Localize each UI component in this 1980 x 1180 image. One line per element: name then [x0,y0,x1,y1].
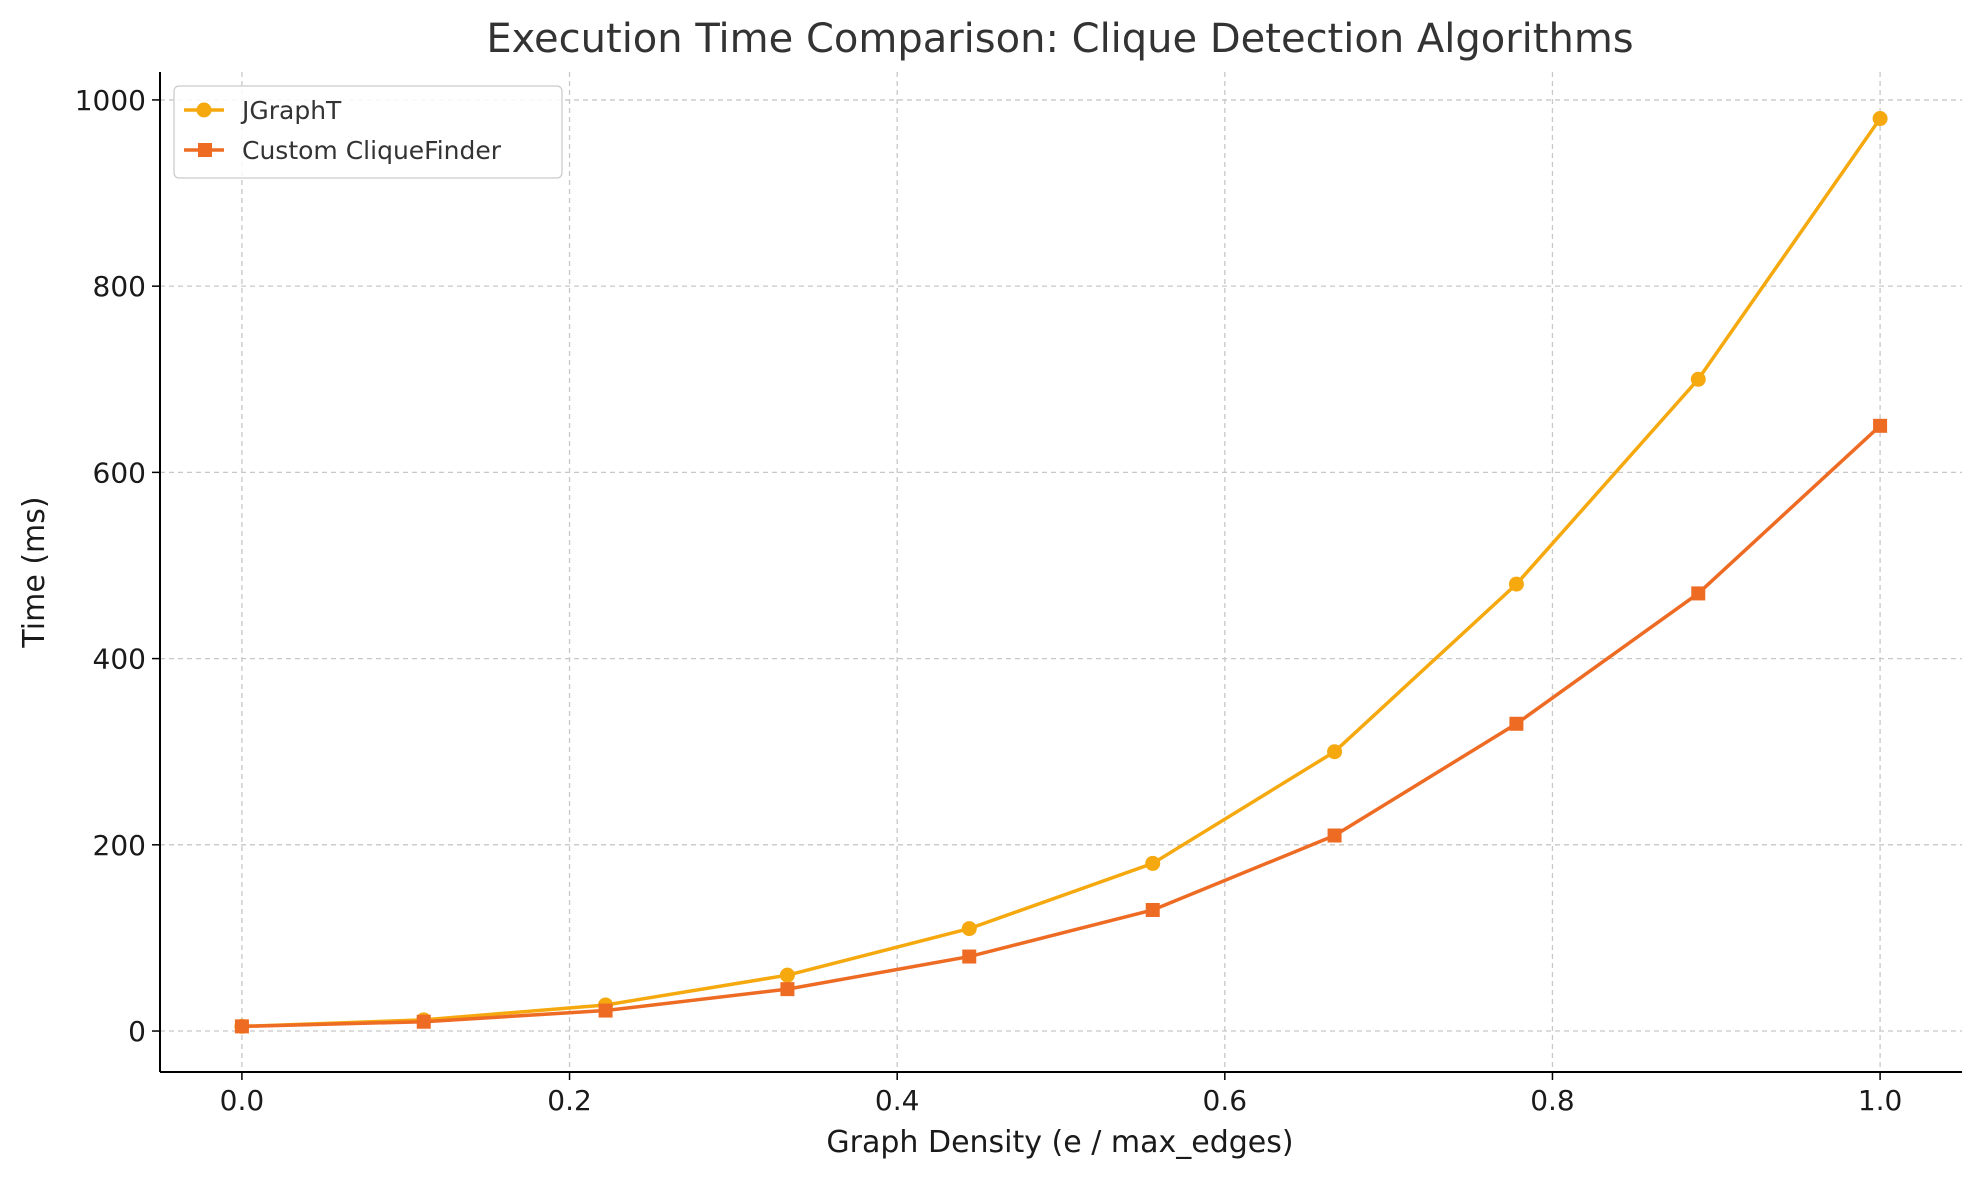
data-point [1691,586,1706,601]
y-tick-label: 0 [128,1015,146,1048]
y-tick-label: 400 [93,643,146,676]
data-point [1508,576,1524,592]
tick-labels: 0.0 0.2 0.4 0.6 0.8 1.0 0 200 400 600 800 1000 [75,84,1903,1117]
data-point [961,921,977,937]
data-point [1509,716,1524,731]
legend-box [173,85,563,179]
data-point [1327,828,1342,843]
x-tick-label: 0.0 [220,1084,265,1117]
legend-label: JGraphT [240,96,342,125]
data-point [1145,902,1160,917]
y-axis-label: Time (ms) [17,496,52,648]
data-point [416,1014,431,1029]
y-tick-label: 1000 [75,84,146,117]
data-point [1327,744,1343,760]
data-point [234,1019,249,1034]
legend-marker [196,102,212,118]
data-point [779,967,795,983]
series-line [241,117,1882,1029]
series-1 [234,111,1888,1034]
series-2 [234,418,1888,1034]
x-tick-label: 0.8 [1530,1084,1575,1117]
legend-item: JGraphT [184,96,342,125]
axes [152,72,1962,1080]
data-point [1145,855,1161,871]
series-line [241,424,1882,1029]
x-tick-label: 0.6 [1203,1084,1248,1117]
data-point [962,949,977,964]
legend-marker [198,143,212,157]
data-point [598,1003,613,1018]
data-point [1872,111,1888,127]
legend: JGraphT Custom CliqueFinder [173,85,563,179]
grid [160,72,1962,1072]
data-point [1690,371,1706,387]
data-point [780,982,795,997]
y-tick-label: 200 [93,829,146,862]
x-tick-label: 0.4 [875,1084,920,1117]
legend-label: Custom CliqueFinder [242,136,502,165]
x-tick-label: 1.0 [1858,1084,1903,1117]
y-tick-label: 800 [93,270,146,303]
chart-title: Execution Time Comparison: Clique Detect… [486,16,1633,62]
x-axis-label: Graph Density (e / max_edges) [826,1125,1293,1160]
x-tick-label: 0.2 [547,1084,592,1117]
data-point [1873,418,1888,433]
y-tick-label: 600 [93,456,146,489]
legend-item: Custom CliqueFinder [184,136,502,165]
series [234,111,1888,1034]
